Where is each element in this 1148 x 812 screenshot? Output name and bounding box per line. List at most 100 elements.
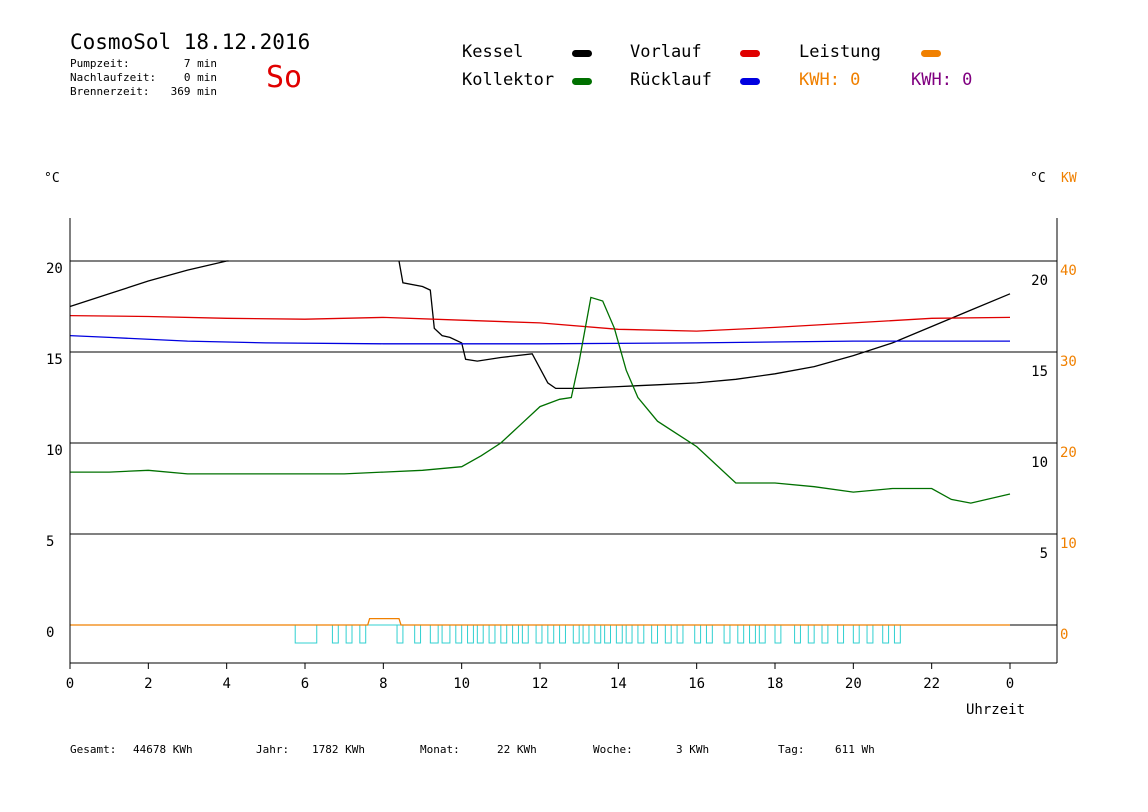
pump-on-pulse [774, 624, 782, 644]
chart-grid [70, 260, 1057, 626]
total-woche-value: 3 KWh [676, 743, 710, 756]
x-tick-label: 8 [379, 676, 387, 692]
legend-kwh-purple: KWH: 0 [911, 70, 973, 90]
y-left-tick-label: 15 [46, 352, 63, 368]
chart-axes [69, 218, 1058, 669]
pump-on-pulse [467, 624, 474, 644]
series-kessel-line [398, 260, 1011, 390]
pump-on-pulse [837, 624, 845, 644]
nachlaufzeit-label: Nachlaufzeit: [70, 71, 157, 84]
x-tick-label: 14 [610, 676, 627, 692]
pump-on-pulse [882, 624, 890, 644]
chart-title: CosmoSol 18.12.2016 [70, 30, 311, 54]
y-right-kw-tick-label: 30 [1060, 354, 1077, 370]
series-leistung-line [70, 617, 1010, 626]
pump-on-pulse [488, 624, 496, 644]
pump-on-pulse [705, 624, 713, 644]
series-kessel-line [69, 260, 229, 308]
pump-on-pulse [559, 624, 566, 644]
pump-on-pulse [535, 624, 543, 644]
pumpzeit-label: Pumpzeit: [70, 57, 130, 70]
pumpzeit-value: 7 min [183, 57, 217, 70]
pump-on-pulse [852, 624, 860, 644]
series-ruecklauf-line [69, 334, 1010, 345]
legend-kollektor-swatch [572, 78, 592, 85]
x-tick-label: 2 [144, 676, 152, 692]
right-axis-unit-kw: KW [1061, 171, 1077, 186]
pump-on-pulse [512, 624, 519, 644]
total-gesamt-value: 44678 KWh [133, 743, 193, 756]
x-tick-label: 4 [222, 676, 230, 692]
brennerzeit-label: Brennerzeit: [70, 85, 150, 98]
y-right-kw-tick-label: 20 [1060, 445, 1077, 461]
y-right-kw-tick-label: 0 [1060, 627, 1068, 643]
total-tag-label: Tag: [778, 743, 805, 756]
total-gesamt-label: Gesamt: [70, 743, 117, 756]
y-left-tick-label: 10 [46, 443, 63, 459]
total-monat-value: 22 KWh [497, 743, 537, 756]
x-tick-label: 6 [301, 676, 309, 692]
pump-on-pulse [345, 624, 353, 644]
legend-kollektor-label: Kollektor [462, 70, 555, 90]
pump-on-pulse [866, 624, 874, 644]
pump-on-pulse [794, 624, 801, 644]
pump-on-pulse [582, 624, 590, 644]
x-tick-label: 0 [66, 676, 74, 692]
y-left-tick-label: 20 [46, 261, 63, 277]
legend-ruecklauf-label: Rücklauf [630, 70, 712, 90]
y-right-kw-tick-label: 40 [1060, 263, 1077, 279]
series-vorlauf-line [69, 314, 1011, 332]
pump-on-pulse [749, 624, 756, 644]
pump-on-pulse [723, 624, 731, 644]
legend-vorlauf-label: Vorlauf [630, 42, 702, 62]
pump-on-pulse [521, 624, 529, 644]
y-right-c-tick-label: 5 [1040, 546, 1048, 562]
x-tick-label: 20 [845, 676, 862, 692]
y-right-c-tick-label: 20 [1031, 273, 1048, 289]
pump-on-pulse [500, 624, 508, 644]
pump-on-pulse [414, 624, 422, 644]
total-jahr-label: Jahr: [256, 743, 290, 756]
x-tick-label: 0 [1006, 676, 1014, 692]
tick-labels: 0 2 4 6 8 10 12 14 16 18 20 22 0 0 5 10 15 20 5 10 15 20 0 10 20… [46, 261, 1077, 692]
pump-on-pulse [625, 624, 633, 644]
pump-on-pulse [664, 624, 672, 644]
right-axis-unit-c: °C [1030, 171, 1046, 186]
total-tag-value: 611 Wh [835, 743, 875, 756]
pump-on-pulse [572, 624, 580, 644]
y-left-tick-label: 5 [46, 534, 54, 550]
legend-vorlauf-swatch [740, 50, 760, 57]
pump-on-pulse [676, 624, 684, 644]
pump-on-pulse [429, 624, 439, 644]
pump-on-pulse [547, 624, 555, 644]
pump-on-pulse [359, 624, 367, 644]
total-monat-label: Monat: [420, 743, 460, 756]
x-tick-label: 22 [923, 676, 940, 692]
pump-series [70, 624, 1010, 644]
legend-leistung-label: Leistung [799, 42, 881, 62]
total-woche-label: Woche: [593, 743, 633, 756]
pump-on-pulse [396, 624, 404, 644]
x-tick-label: 12 [532, 676, 549, 692]
legend-kessel-label: Kessel [462, 42, 524, 62]
weekday-label: So [266, 60, 303, 95]
series-lines [69, 260, 1011, 626]
total-jahr-value: 1782 KWh [312, 743, 365, 756]
pump-on-pulse [637, 624, 645, 644]
pump-on-pulse [893, 624, 901, 644]
y-right-c-tick-label: 10 [1031, 455, 1048, 471]
pump-on-pulse [331, 624, 339, 644]
pump-on-pulse [758, 624, 766, 644]
y-right-kw-tick-label: 10 [1060, 536, 1077, 552]
pump-on-pulse [594, 624, 602, 644]
legend-leistung-swatch [921, 50, 941, 57]
pump-on-pulse [604, 624, 611, 644]
pump-on-pulse [651, 624, 658, 644]
y-left-tick-label: 0 [46, 625, 54, 641]
legend-kwh-orange: KWH: 0 [799, 70, 861, 90]
legend-ruecklauf-swatch [740, 78, 760, 85]
pump-on-pulse [694, 624, 702, 644]
brennerzeit-value: 369 min [170, 85, 217, 98]
pump-on-pulse [807, 624, 815, 644]
